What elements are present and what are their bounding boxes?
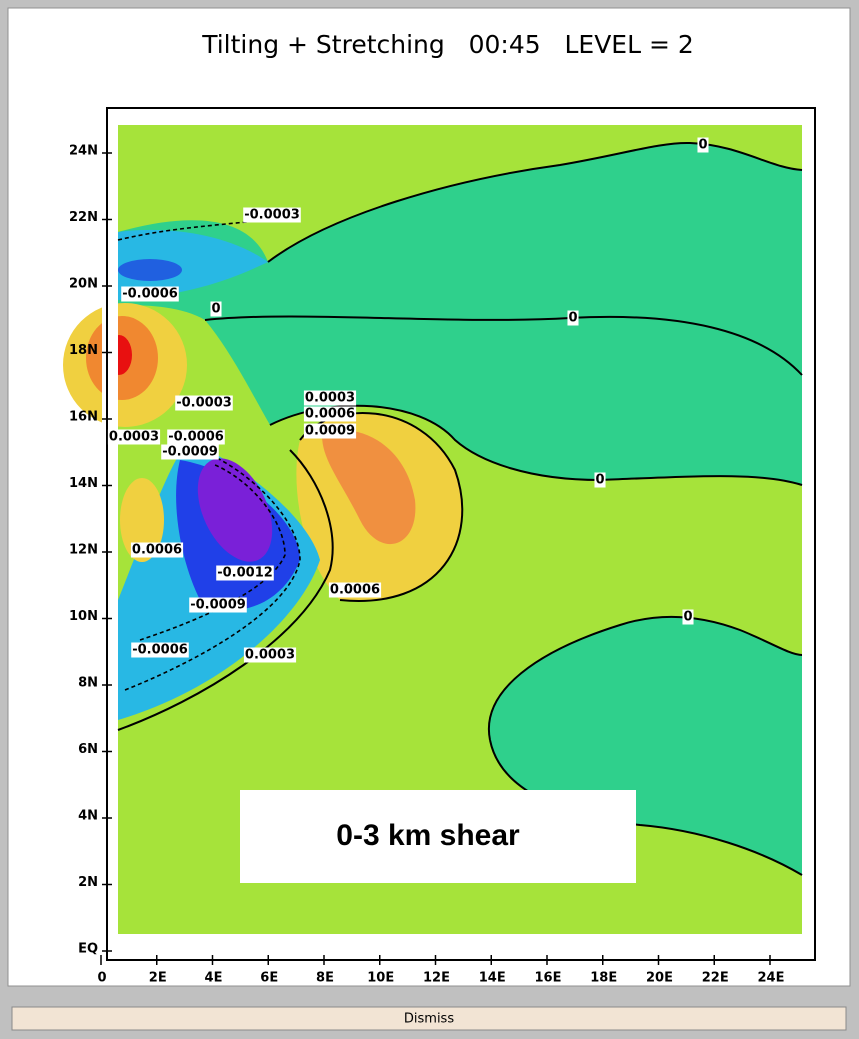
x-tick-label: 12E (423, 971, 450, 986)
fill-negative (488, 616, 802, 875)
contour-label: -0.0006 (168, 430, 224, 445)
y-tick-label: 10N (69, 609, 98, 624)
x-tick-label: 0 (97, 971, 106, 986)
x-tick-label: 20E (646, 971, 673, 986)
contour-line (204, 315, 803, 376)
contour-label: 0 (683, 610, 692, 625)
contour-label-bg (697, 137, 709, 153)
contour-label: -0.0009 (162, 445, 218, 460)
contour-label-bg (161, 444, 219, 460)
contour-label-bg (303, 406, 357, 422)
dismiss-button[interactable] (11, 1006, 847, 1031)
fill-blue (118, 259, 182, 281)
contour-line (269, 404, 803, 486)
fill-cyan (118, 229, 268, 300)
contour-label-bg (130, 542, 184, 558)
contour-line (117, 449, 334, 731)
plot-title: Tilting + Stretching 00:45 LEVEL = 2 (201, 30, 694, 59)
contour-label: -0.0012 (217, 566, 273, 581)
contour-label-bg (175, 395, 233, 411)
y-tick-label: EQ (78, 942, 98, 957)
x-tick-label: 2E (149, 971, 167, 986)
contour-label: 0 (568, 311, 577, 326)
y-tick-label: 6N (78, 742, 98, 757)
x-tick-label: 24E (758, 971, 785, 986)
contour-label: 0 (698, 138, 707, 153)
y-tick-label: 18N (69, 343, 98, 358)
fill-purple (197, 458, 273, 562)
contour-line (487, 615, 803, 741)
y-tick-label: 16N (69, 410, 98, 425)
y-tick-label: 4N (78, 809, 98, 824)
axes: 0 2E 4E 6E 8E 10E 12E 14E 16E 18E 20E 22E 24E EQ 2N 4N 6… (69, 144, 784, 986)
contour-label-bg (210, 301, 222, 317)
contour-label: -0.0003 (244, 208, 300, 223)
contour-label: -0.0003 (176, 396, 232, 411)
contour-label: 0.0006 (132, 543, 182, 558)
y-tick-label: 14N (69, 476, 98, 491)
contour-line (139, 464, 286, 641)
fill-orange (322, 430, 416, 545)
x-tick-label: 22E (702, 971, 729, 986)
contour-label: -0.0006 (122, 287, 178, 302)
x-tick-label: 6E (260, 971, 278, 986)
contour-label-bg (131, 642, 189, 658)
contour-line (267, 141, 803, 263)
x-tick-label: 14E (479, 971, 506, 986)
y-tick-label: 24N (69, 144, 98, 159)
x-tick-label: 16E (535, 971, 562, 986)
contour-label: -0.0009 (190, 598, 246, 613)
y-tick-label: 2N (78, 875, 98, 890)
contour-label: 0.0006 (330, 583, 380, 598)
contour-label-bg (567, 310, 579, 326)
y-tick-label: 12N (69, 543, 98, 558)
contour-label-bg (216, 565, 274, 581)
x-tick-label: 18E (590, 971, 617, 986)
x-tick-label: 8E (316, 971, 334, 986)
edge-mask (102, 290, 118, 440)
contour-label-bg (167, 429, 225, 445)
y-tick-label: 8N (78, 676, 98, 691)
contour-label-bg (303, 423, 357, 439)
y-tick-label: 22N (69, 210, 98, 225)
plot-frame (106, 107, 816, 961)
annotation-box (240, 790, 636, 883)
contour-label-bg (243, 207, 301, 223)
fill-negative (118, 142, 802, 486)
contour-label-bg (107, 429, 161, 445)
contour-line (489, 739, 803, 876)
contour-label: 0.0003 (109, 430, 159, 445)
fill-yellow (120, 478, 164, 562)
contour-label: 0 (595, 473, 604, 488)
x-tick-label: 4E (205, 971, 223, 986)
contour-label-bg (682, 609, 694, 625)
contour-label: 0.0003 (245, 648, 295, 663)
dismiss-label[interactable]: Dismiss (404, 1012, 454, 1027)
contour-label: 0.0003 (305, 391, 355, 406)
plot-area: 0-3 km shear (63, 107, 816, 961)
contour-label-bg (121, 286, 179, 302)
contour-label-bg (189, 597, 247, 613)
contour-label: -0.0006 (132, 643, 188, 658)
contour-label-bg (243, 647, 297, 663)
contour-label-bg (328, 582, 382, 598)
contour-line (124, 449, 301, 691)
y-tick-label: 20N (69, 277, 98, 292)
x-tick-label: 10E (367, 971, 394, 986)
contour-label: 0.0006 (305, 407, 355, 422)
annotation: 0-3 km shear (336, 819, 520, 852)
contour-label: 0.0009 (305, 424, 355, 439)
contour-label-bg (303, 390, 357, 406)
contour-label-bg (594, 472, 606, 488)
contour-label: 0 (211, 302, 220, 317)
